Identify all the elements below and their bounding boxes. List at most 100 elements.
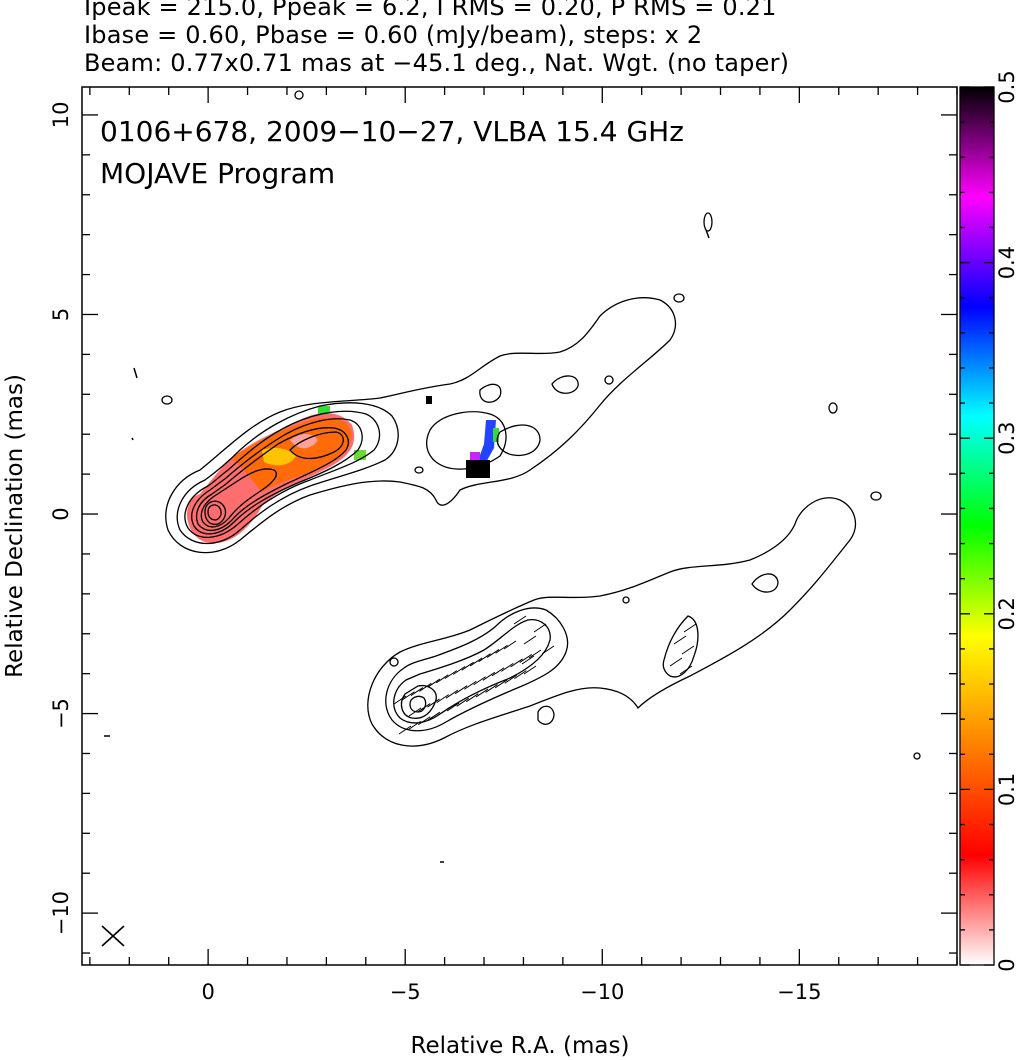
evpa-tick (402, 691, 415, 701)
beam-marker (101, 925, 125, 947)
evpa-tick (427, 698, 440, 708)
evpa-tick (461, 661, 474, 671)
evpa-tick (523, 665, 537, 675)
x-tick-label: −5 (390, 980, 421, 1004)
fracpol-magenta-pixel (470, 452, 480, 460)
speck-2 (131, 437, 134, 441)
fractional-polarization-overlay (186, 396, 499, 544)
evpa-tick (437, 707, 450, 716)
evpa-tick (473, 676, 486, 686)
evpa-tick (466, 693, 479, 703)
colorbar-tick-label: 0.5 (995, 70, 1019, 103)
x-axis-label: Relative R.A. (mas) (411, 1033, 630, 1059)
evpa-tick (514, 670, 527, 680)
evpa-tick (485, 684, 498, 693)
noise-specks (104, 229, 710, 863)
upper-contour-inner-jet (425, 411, 507, 470)
upper-contour-2 (176, 402, 399, 544)
evpa-ticks (393, 615, 697, 735)
isolated-contour-1 (294, 90, 304, 100)
evpa-tick (393, 695, 407, 705)
isolated-contour-7 (414, 466, 424, 474)
x-tick-label: −15 (777, 980, 821, 1004)
colorbar-tick-label: 0 (995, 958, 1019, 971)
fracpol-jet-streak (476, 420, 496, 466)
upper-contour-hole-3 (551, 375, 579, 394)
isolated-contour-10 (622, 596, 630, 604)
evpa-tick (454, 685, 468, 695)
evpa-tick (398, 725, 412, 735)
evpa-tick (681, 645, 695, 655)
y-tick-label: 5 (49, 308, 73, 321)
upper-contour-4 (191, 418, 363, 535)
speck-1 (133, 367, 138, 379)
evpa-tick (436, 694, 449, 704)
lower-contour-outer (367, 497, 857, 747)
evpa-tick (417, 716, 431, 726)
evpa-tick (419, 682, 432, 692)
evpa-tick (444, 670, 458, 680)
evpa-tick (541, 645, 555, 655)
colorbar-tick-label: 0.2 (995, 597, 1019, 630)
evpa-tick (519, 654, 533, 663)
evpa-tick (427, 711, 441, 721)
upper-contour-7 (204, 500, 227, 526)
upper-contour-outer (165, 297, 677, 554)
lower-contours (367, 497, 857, 747)
colorbar-tick-labels: 0 0.1 0.2 0.3 0.4 0.5 (995, 70, 1019, 971)
isolated-contour-5 (828, 402, 838, 414)
header-line-1: Ipeak = 215.0, Ppeak = 6.2, I RMS = 0.20… (84, 0, 777, 21)
isolated-contour-3 (673, 293, 685, 303)
upper-contour-hole-2 (496, 424, 541, 457)
upper-contours (161, 90, 921, 760)
lower-contour-4 (400, 684, 437, 719)
upper-contour-hole-1 (479, 383, 502, 403)
lower-contour-hole (751, 573, 779, 593)
evpa-tick (469, 657, 483, 667)
speck-5 (705, 229, 710, 239)
upper-contour-knot (289, 431, 344, 460)
evpa-tick (503, 640, 517, 650)
evpa-tick (495, 644, 508, 654)
fracpol-yellow-patch (262, 448, 296, 466)
fracpol-green-pixel-1 (318, 406, 330, 414)
y-tick-label: −5 (49, 698, 73, 729)
evpa-tick (510, 658, 523, 668)
beam-line-2 (101, 925, 125, 947)
y-tick-label: −10 (49, 891, 73, 935)
evpa-tick (523, 635, 537, 645)
evpa-tick (445, 689, 459, 699)
evpa-tick (494, 679, 508, 689)
evpa-tick (513, 615, 527, 625)
evpa-tick (491, 667, 505, 677)
upper-contour-3 (184, 410, 381, 538)
evpa-tick (501, 662, 514, 672)
colorbar (959, 86, 995, 966)
evpa-tick (417, 703, 431, 712)
evpa-tick (528, 649, 542, 659)
colorbar-tick-label: 0.1 (995, 773, 1019, 806)
fracpol-green-pixel-2 (354, 450, 366, 460)
header-line-2: Ibase = 0.60, Pbase = 0.60 (mJy/beam), s… (84, 21, 703, 49)
evpa-tick (475, 688, 489, 698)
isolated-contour-9 (913, 752, 921, 760)
evpa-tick (452, 665, 466, 675)
evpa-tick (683, 623, 697, 633)
evpa-tick (446, 702, 460, 712)
lower-contour-blob (662, 615, 699, 678)
chart-subtitle: MOJAVE Program (100, 157, 335, 190)
x-tick-label: 0 (201, 980, 214, 1004)
evpa-tick (679, 665, 693, 675)
lower-contour-3 (393, 619, 551, 724)
evpa-tick (456, 697, 469, 707)
fracpol-dark-pixel (426, 396, 432, 404)
y-axis-label: Relative Declination (mas) (2, 374, 28, 678)
evpa-tick (436, 674, 449, 684)
evpa-tick (408, 707, 422, 717)
isolated-contour-2 (703, 212, 713, 232)
isolated-contour-4 (161, 395, 173, 405)
evpa-tick (486, 649, 500, 658)
isolated-contour-11 (389, 657, 399, 667)
evpa-tick (464, 680, 477, 690)
isolated-contour-6 (870, 491, 882, 501)
